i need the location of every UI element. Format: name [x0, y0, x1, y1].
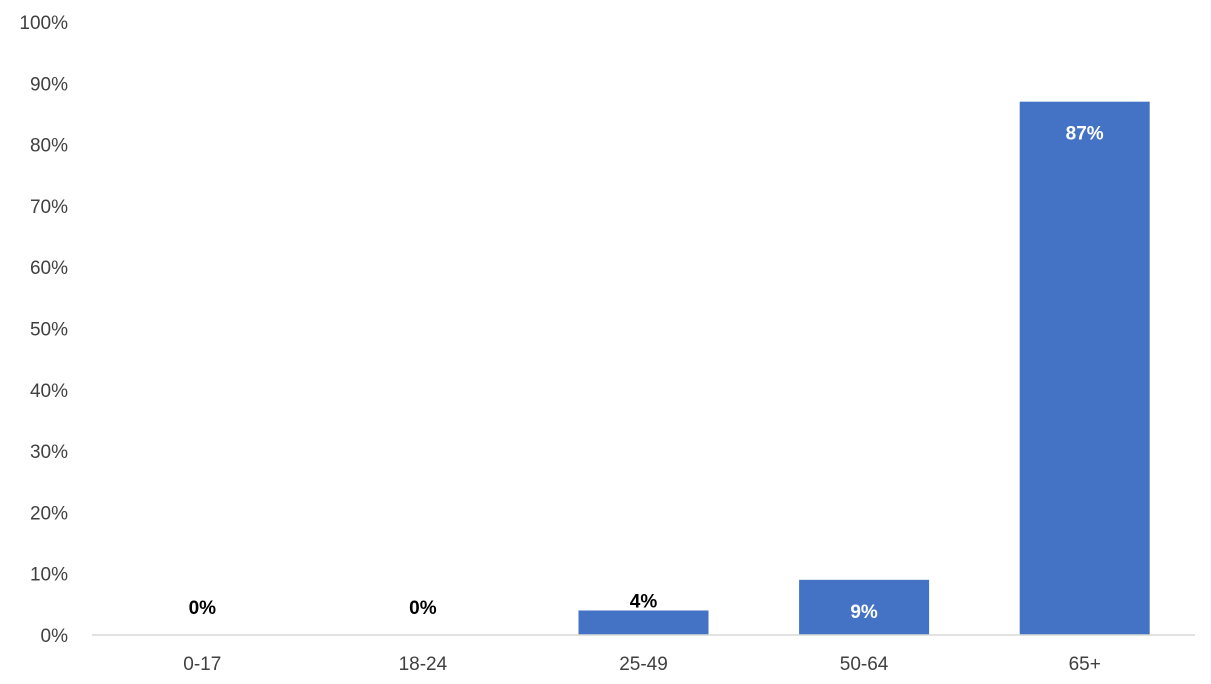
y-tick-label: 60% — [30, 258, 68, 279]
y-tick-label: 100% — [19, 13, 68, 34]
x-tick-label: 0-17 — [183, 654, 221, 675]
bar-65+ — [1019, 101, 1150, 635]
y-tick-label: 30% — [30, 442, 68, 463]
y-tick-label: 90% — [30, 74, 68, 95]
x-tick-label: 65+ — [1069, 654, 1101, 675]
y-tick-label: 40% — [30, 381, 68, 402]
y-axis: 0% 10% 20% 30% 40% 50% 60% 70% 80% 90% 100% — [19, 13, 68, 647]
data-label: 87% — [1066, 124, 1104, 145]
x-tick-label: 25-49 — [619, 654, 668, 675]
data-labels-group: 0% 0% 4% 9% 87% — [189, 124, 1104, 623]
bar-25-49 — [578, 610, 709, 635]
x-axis: 0-17 18-24 25-49 50-64 65+ — [183, 654, 1101, 675]
y-tick-label: 0% — [41, 626, 69, 647]
data-label: 0% — [189, 598, 217, 619]
data-label: 9% — [850, 602, 878, 623]
data-label: 0% — [409, 598, 437, 619]
y-tick-label: 20% — [30, 503, 68, 524]
y-tick-label: 10% — [30, 565, 68, 586]
data-label: 4% — [630, 591, 658, 612]
y-tick-label: 70% — [30, 197, 68, 218]
y-tick-label: 50% — [30, 320, 68, 341]
bars-group — [578, 101, 1150, 635]
x-tick-label: 50-64 — [840, 654, 889, 675]
y-tick-label: 80% — [30, 136, 68, 157]
bar-50-64 — [799, 579, 930, 635]
x-tick-label: 18-24 — [399, 654, 448, 675]
